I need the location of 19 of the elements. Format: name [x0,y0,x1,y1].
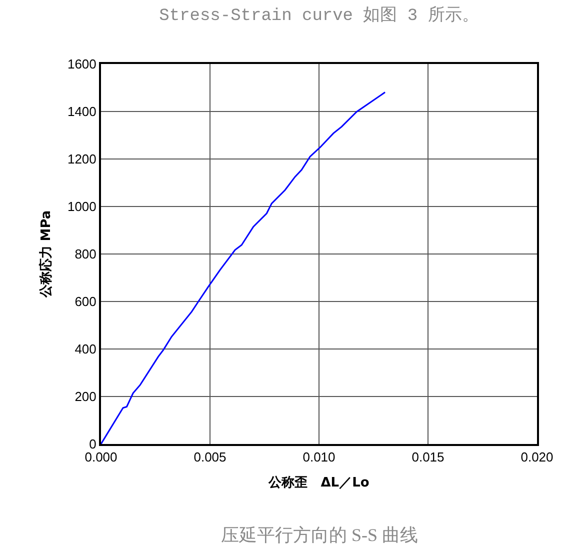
y-tick-label: 1600 [67,56,96,72]
text: 压延平行方向的 S-S 曲线 [221,525,418,545]
x-tick-label: 0.005 [194,450,226,465]
chart-title: Stress-Strain curve 如图 3 所示。 [159,6,479,26]
x-axis-title: 公称歪 ΔL／Lo [268,476,370,491]
x-tick-label: 0.015 [412,450,444,465]
y-tick-label: 600 [74,294,96,310]
y-tick-label: 400 [74,342,96,357]
y-tick-label: 200 [74,389,96,404]
y-tick-label: 1400 [67,104,96,120]
y-tick-label: 800 [74,246,96,262]
x-tick-label: 0.010 [302,450,336,465]
x-tick-label: 0.020 [520,450,554,465]
line-series [101,92,386,444]
y-axis-title: 公称応力 MPa [38,210,54,299]
y-tick-label: 1200 [67,152,96,167]
y-tick-label: 0 [89,436,96,452]
y-tick-label: 1000 [67,199,96,214]
x-tick-label: 0.000 [84,450,118,465]
